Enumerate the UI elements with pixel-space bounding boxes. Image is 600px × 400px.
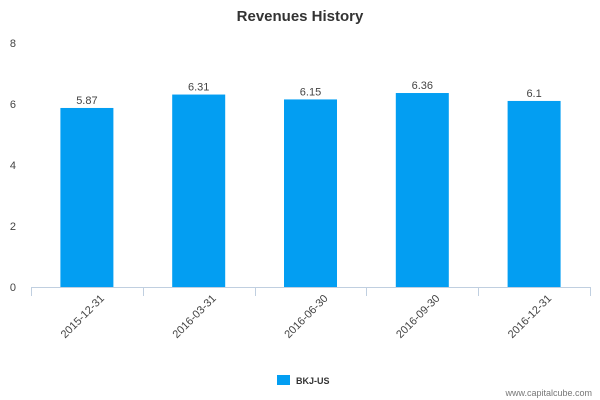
y-tick-label: 0 <box>10 282 16 294</box>
y-axis: 0 2 4 6 8 <box>10 38 16 294</box>
legend-swatch[interactable] <box>277 375 290 385</box>
bar <box>284 99 337 287</box>
bar <box>172 94 226 287</box>
y-tick-label: 8 <box>10 38 16 50</box>
legend-label[interactable]: BKJ-US <box>296 376 330 386</box>
chart-title: Revenues History <box>237 8 364 25</box>
x-tick-label: 2016-03-31 <box>171 293 219 341</box>
x-tick-label: 2016-06-30 <box>282 293 330 341</box>
y-tick-label: 4 <box>10 160 16 172</box>
bar <box>507 100 561 287</box>
legend[interactable]: BKJ-US <box>277 375 330 386</box>
x-axis: 2015-12-31 2016-03-31 2016-06-30 2016-09-30… <box>31 287 591 341</box>
data-label: 6.36 <box>412 80 433 92</box>
data-label: 6.31 <box>188 82 209 94</box>
data-label: 5.87 <box>76 95 97 107</box>
data-label: 6.15 <box>300 86 321 98</box>
x-tick-label: 2015-12-31 <box>59 293 107 341</box>
watermark: www.capitalcube.com <box>504 388 592 398</box>
x-tick-label: 2016-12-31 <box>506 293 554 341</box>
bar <box>60 107 114 287</box>
bar-series: 5.87 6.31 6.15 6.36 6.1 <box>60 80 561 288</box>
x-tick-label: 2016-09-30 <box>394 293 442 341</box>
bar <box>395 93 449 288</box>
y-tick-label: 2 <box>10 221 16 233</box>
y-tick-label: 6 <box>10 99 16 111</box>
data-label: 6.1 <box>526 88 541 100</box>
